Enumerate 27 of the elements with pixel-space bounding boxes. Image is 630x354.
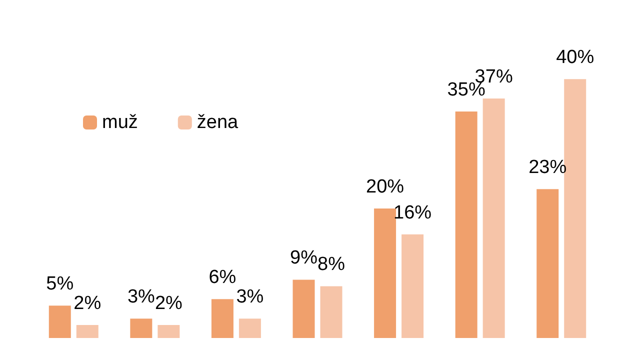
- data-label: 23%: [528, 157, 567, 178]
- legend-label: žena: [196, 112, 239, 133]
- bar: [564, 79, 586, 338]
- bar: [455, 111, 478, 338]
- data-label: 8%: [318, 254, 346, 276]
- data-label: 5%: [46, 274, 74, 295]
- bar: [402, 234, 424, 338]
- data-label: 9%: [290, 248, 318, 269]
- data-label: 3%: [236, 286, 264, 308]
- bar: [158, 325, 180, 338]
- bar: [320, 286, 342, 338]
- bar: [482, 98, 505, 338]
- legend-label: muž: [102, 112, 138, 133]
- bar: [238, 318, 261, 338]
- data-label: 2%: [154, 293, 183, 314]
- bar: [211, 299, 234, 338]
- bar: [536, 189, 559, 338]
- data-label: 3%: [127, 286, 156, 308]
- bar: [130, 318, 152, 338]
- bar: [374, 208, 396, 338]
- bar: [76, 325, 98, 338]
- data-label: 2%: [74, 293, 102, 314]
- data-label: 20%: [366, 176, 404, 198]
- bar: [292, 280, 315, 338]
- data-label: 6%: [208, 267, 236, 288]
- data-label: 40%: [556, 47, 594, 68]
- bar: [48, 306, 71, 338]
